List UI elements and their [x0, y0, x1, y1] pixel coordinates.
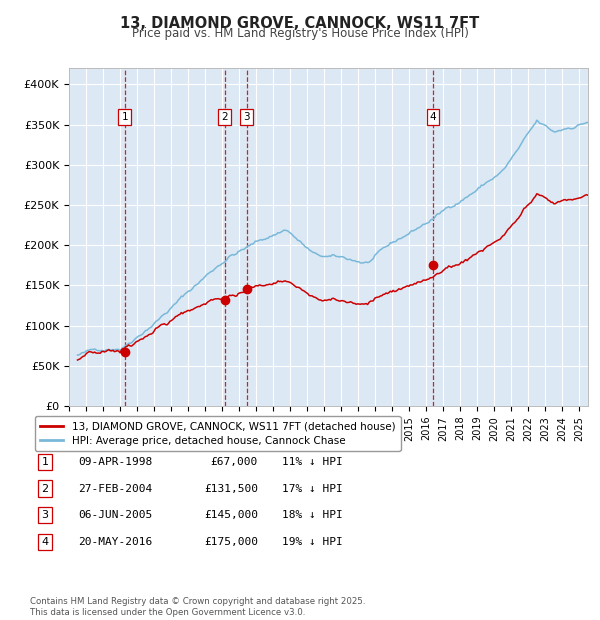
Text: 3: 3: [244, 112, 250, 122]
Text: 2: 2: [221, 112, 228, 122]
Text: Price paid vs. HM Land Registry's House Price Index (HPI): Price paid vs. HM Land Registry's House …: [131, 27, 469, 40]
Text: 4: 4: [430, 112, 436, 122]
Text: 27-FEB-2004: 27-FEB-2004: [78, 484, 152, 494]
Text: 13, DIAMOND GROVE, CANNOCK, WS11 7FT: 13, DIAMOND GROVE, CANNOCK, WS11 7FT: [121, 16, 479, 30]
Text: Contains HM Land Registry data © Crown copyright and database right 2025.
This d: Contains HM Land Registry data © Crown c…: [30, 598, 365, 617]
Text: 2: 2: [41, 484, 49, 494]
Text: 09-APR-1998: 09-APR-1998: [78, 457, 152, 467]
Text: 20-MAY-2016: 20-MAY-2016: [78, 537, 152, 547]
Text: 19% ↓ HPI: 19% ↓ HPI: [282, 537, 343, 547]
Text: 11% ↓ HPI: 11% ↓ HPI: [282, 457, 343, 467]
Text: 1: 1: [41, 457, 49, 467]
Text: £131,500: £131,500: [204, 484, 258, 494]
Text: £145,000: £145,000: [204, 510, 258, 520]
Text: 3: 3: [41, 510, 49, 520]
Text: £175,000: £175,000: [204, 537, 258, 547]
Text: 1: 1: [121, 112, 128, 122]
Text: £67,000: £67,000: [211, 457, 258, 467]
Text: 18% ↓ HPI: 18% ↓ HPI: [282, 510, 343, 520]
Text: 06-JUN-2005: 06-JUN-2005: [78, 510, 152, 520]
Text: 4: 4: [41, 537, 49, 547]
Legend: 13, DIAMOND GROVE, CANNOCK, WS11 7FT (detached house), HPI: Average price, detac: 13, DIAMOND GROVE, CANNOCK, WS11 7FT (de…: [35, 416, 401, 451]
Text: 17% ↓ HPI: 17% ↓ HPI: [282, 484, 343, 494]
